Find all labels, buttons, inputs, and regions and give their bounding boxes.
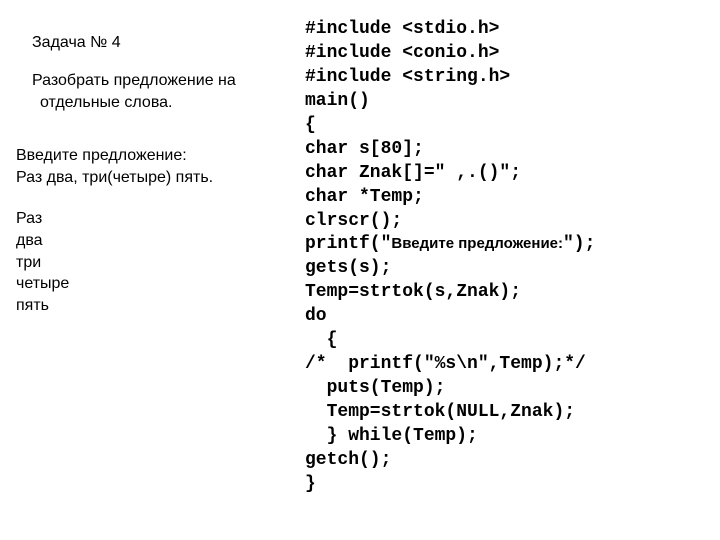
code-line-05: {	[305, 115, 316, 135]
sample-output-block: Раз два три четыре пять	[16, 208, 297, 316]
task-desc-line2: отдельные слова.	[40, 92, 297, 114]
code-line-11: gets(s);	[305, 258, 391, 278]
code-line-03: #include <string.h>	[305, 67, 510, 87]
code-line-20: }	[305, 474, 316, 494]
code-line-18: } while(Temp);	[305, 426, 478, 446]
out-line-3: три	[16, 252, 297, 274]
page-root: Задача № 4 Разобрать предложение на отде…	[0, 0, 720, 540]
task-desc-line1: Разобрать предложение на	[32, 72, 236, 89]
out-line-2: два	[16, 230, 297, 252]
code-line-14: {	[305, 330, 337, 350]
code-line-17: Temp=strtok(NULL,Znak);	[305, 402, 575, 422]
task-title: Задача № 4	[32, 34, 297, 52]
code-line-06: char s[80];	[305, 139, 424, 159]
code-line-07: char Znak[]=" ,.()";	[305, 163, 521, 183]
out-line-1: Раз	[16, 208, 297, 230]
right-column: #include <stdio.h> #include <conio.h> #i…	[305, 18, 710, 530]
input-line: Раз два, три(четыре) пять.	[16, 167, 297, 189]
sample-input-block: Введите предложение: Раз два, три(четыре…	[16, 145, 297, 188]
code-line-10a: printf("	[305, 234, 391, 254]
task-description: Разобрать предложение на отдельные слова…	[32, 70, 297, 113]
code-line-19: getch();	[305, 450, 391, 470]
out-line-4: четыре	[16, 273, 297, 295]
code-line-02: #include <conio.h>	[305, 43, 499, 63]
code-line-12: Temp=strtok(s,Znak);	[305, 282, 521, 302]
code-line-16: puts(Temp);	[305, 378, 445, 398]
code-line-09: clrscr();	[305, 211, 402, 231]
code-line-04: main()	[305, 91, 370, 111]
code-line-08: char *Temp;	[305, 187, 424, 207]
code-line-10c: ");	[563, 234, 595, 254]
code-listing: #include <stdio.h> #include <conio.h> #i…	[305, 18, 710, 497]
left-column: Задача № 4 Разобрать предложение на отде…	[10, 18, 305, 530]
code-line-15: /* printf("%s\n",Temp);*/	[305, 354, 586, 374]
code-line-10-ru: Введите предложение:	[391, 235, 563, 252]
out-line-5: пять	[16, 295, 297, 317]
prompt-line: Введите предложение:	[16, 145, 297, 167]
code-line-01: #include <stdio.h>	[305, 19, 499, 39]
code-line-13: do	[305, 306, 327, 326]
